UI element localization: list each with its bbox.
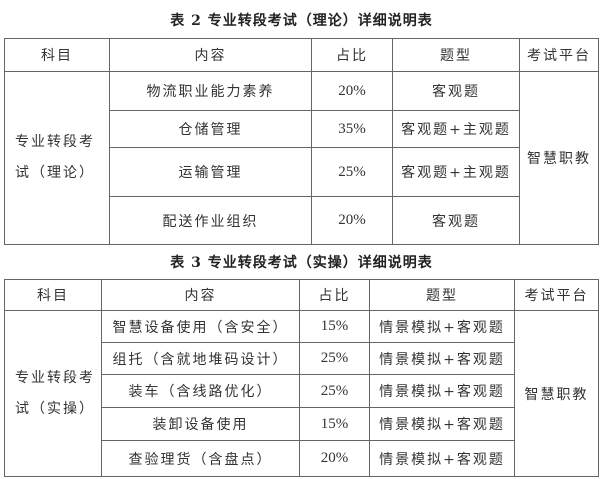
- ratio-cell: 15%: [299, 407, 370, 441]
- type-cell: 客观题+主观题: [392, 147, 520, 197]
- content-cell: 运输管理: [109, 147, 312, 197]
- content-cell: 组托（含就地堆码设计）: [101, 342, 300, 375]
- type-cell: 情景模拟+客观题: [369, 440, 515, 477]
- table-row: 运输管理 25% 客观题+主观题: [5, 147, 599, 197]
- table2-title: 表 2 专业转段考试（理论）详细说明表: [170, 13, 433, 29]
- table-row: 专业转段考 试（理论） 物流职业能力素养 20% 客观题 智慧职教: [4, 71, 599, 245]
- ratio-cell: 15%: [299, 310, 370, 343]
- table3-title: 表 3 专业转段考试（实操）详细说明表: [170, 255, 433, 271]
- header-cell: 占比: [311, 38, 393, 72]
- header-cell: 科目: [4, 38, 110, 72]
- content-cell: 查验理货（含盘点）: [101, 440, 300, 477]
- type-cell: 情景模拟+客观题: [369, 310, 515, 343]
- platform-cell: 智慧职教: [514, 310, 599, 477]
- header-cell: 科目: [4, 279, 102, 311]
- table-row: 装卸设备使用 15% 情景模拟+客观题: [5, 407, 599, 441]
- table-row: 专业转段考 试（实操） 智慧设备使用（含安全） 15% 情景模拟+客观题 智慧职教: [4, 310, 599, 477]
- content-cell: 配送作业组织: [109, 196, 312, 245]
- table3: 科目 内容 占比 题型 考试平台 专业转段考 试（实操） 智慧设备使用（含安全） …: [4, 279, 599, 477]
- type-cell: 情景模拟+客观题: [369, 407, 515, 441]
- type-cell: 客观题: [392, 196, 520, 245]
- content-cell: 智慧设备使用（含安全）: [101, 310, 300, 343]
- content-cell: 装车（含线路优化）: [101, 374, 300, 408]
- ratio-cell: 25%: [299, 374, 370, 408]
- table-row: 装车（含线路优化） 25% 情景模拟+客观题: [5, 374, 599, 408]
- type-cell: 客观题+主观题: [392, 110, 520, 148]
- table2-header-row: 科目 内容 占比 题型 考试平台: [4, 38, 599, 72]
- ratio-cell: 35%: [311, 110, 393, 148]
- header-cell: 考试平台: [514, 279, 599, 311]
- ratio-cell: 20%: [311, 71, 393, 111]
- table-row: 查验理货（含盘点） 20% 情景模拟+客观题: [5, 440, 599, 477]
- header-cell: 占比: [299, 279, 370, 311]
- type-cell: 情景模拟+客观题: [369, 342, 515, 375]
- ratio-cell: 20%: [311, 196, 393, 245]
- table-row: 组托（含就地堆码设计） 25% 情景模拟+客观题: [5, 342, 599, 375]
- table3-header-row: 科目 内容 占比 题型 考试平台: [4, 279, 599, 311]
- header-cell: 内容: [109, 38, 312, 72]
- header-cell: 考试平台: [519, 38, 599, 72]
- platform-cell: 智慧职教: [519, 71, 599, 245]
- table-row: 配送作业组织 20% 客观题: [5, 196, 599, 245]
- header-cell: 题型: [392, 38, 520, 72]
- content-cell: 装卸设备使用: [101, 407, 300, 441]
- type-cell: 情景模拟+客观题: [369, 374, 515, 408]
- content-cell: 物流职业能力素养: [109, 71, 312, 111]
- subject-cell: 专业转段考 试（实操）: [4, 310, 102, 477]
- table2: 科目 内容 占比 题型 考试平台 专业转段考 试（理论） 物流职业能力素养 20%…: [4, 38, 599, 245]
- header-cell: 题型: [369, 279, 515, 311]
- header-cell: 内容: [101, 279, 300, 311]
- subject-cell: 专业转段考 试（理论）: [4, 71, 110, 245]
- ratio-cell: 20%: [299, 440, 370, 477]
- table-row: 仓储管理 35% 客观题+主观题: [5, 110, 599, 148]
- ratio-cell: 25%: [299, 342, 370, 375]
- type-cell: 客观题: [392, 71, 520, 111]
- content-cell: 仓储管理: [109, 110, 312, 148]
- ratio-cell: 25%: [311, 147, 393, 197]
